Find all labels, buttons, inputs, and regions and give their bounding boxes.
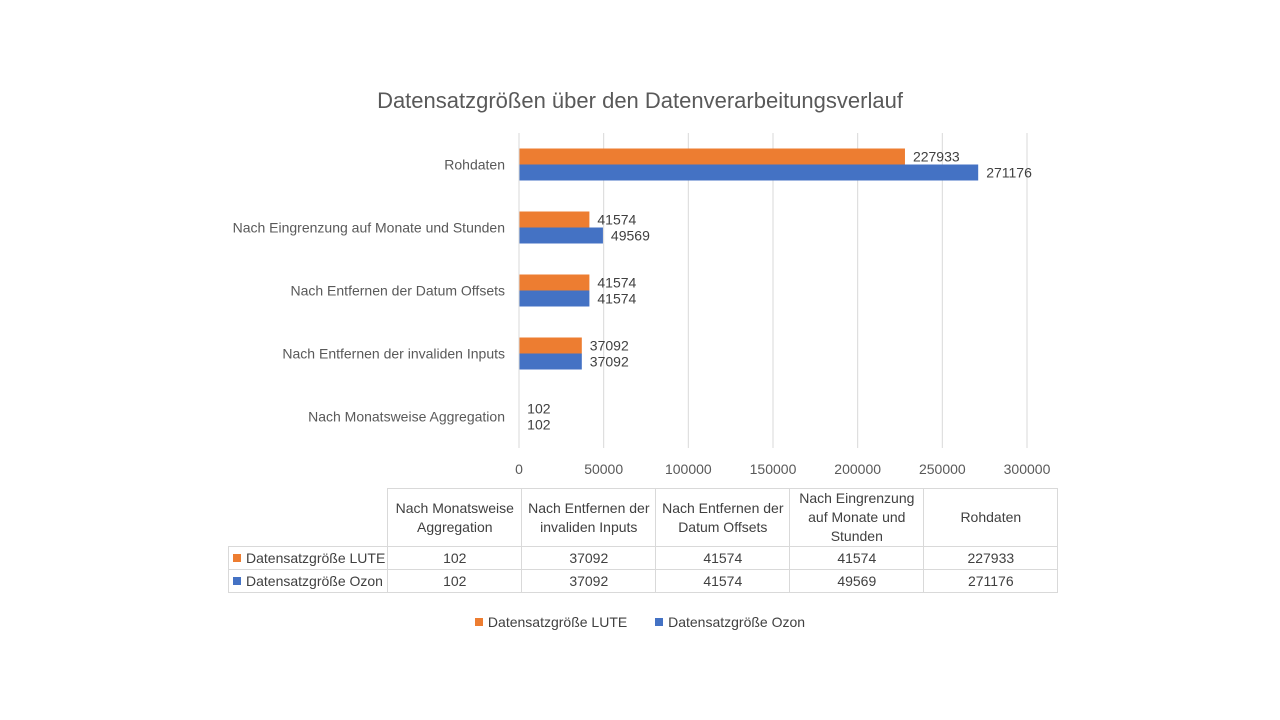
bar-lute xyxy=(519,148,905,165)
category-label: Nach Eingrenzung auf Monate und Stunden xyxy=(233,220,505,236)
category-label: Nach Monatsweise Aggregation xyxy=(308,409,505,425)
data-label: 49569 xyxy=(611,228,650,244)
data-table-header: Nach Monatsweise Aggregation xyxy=(387,488,523,547)
data-table-row-lute: Datensatzgröße LUTE 102 37092 41574 4157… xyxy=(227,546,1059,570)
x-tick-label: 300000 xyxy=(1004,461,1051,477)
data-label: 227933 xyxy=(913,149,960,165)
data-table-cell: 102 xyxy=(387,569,523,593)
x-tick-label: 50000 xyxy=(584,461,623,477)
data-table-row-ozon: Datensatzgröße Ozon 102 37092 41574 4956… xyxy=(227,569,1059,593)
data-label: 41574 xyxy=(597,291,636,307)
data-label: 102 xyxy=(527,417,551,433)
ozon-legend-key-icon xyxy=(233,576,241,585)
data-table-header-row: Nach Monatsweise Aggregation Nach Entfer… xyxy=(228,488,1059,547)
data-table-header: Nach Entfernen der Datum Offsets xyxy=(655,488,791,547)
x-tick-label: 250000 xyxy=(919,461,966,477)
bar-ozon xyxy=(519,290,590,307)
legend-label: Datensatzgröße LUTE xyxy=(487,614,628,630)
data-table-header: Nach Eingrenzung auf Monate und Stunden xyxy=(789,488,925,547)
chart-data-table: Nach Monatsweise Aggregation Nach Entfer… xyxy=(227,488,1059,593)
data-label: 37092 xyxy=(590,354,629,370)
data-table-cell: 41574 xyxy=(655,546,791,570)
data-label: 37092 xyxy=(590,338,629,354)
data-table-cell: 102 xyxy=(387,546,523,570)
data-table-cell: 49569 xyxy=(789,569,925,593)
data-label: 41574 xyxy=(597,275,636,291)
legend-square-icon xyxy=(655,618,664,627)
x-tick-label: 0 xyxy=(515,461,523,477)
data-table-cell: 37092 xyxy=(521,546,657,570)
data-table-row-label: Datensatzgröße Ozon xyxy=(227,569,389,593)
bar-ozon xyxy=(519,227,603,244)
legend-item-lute: Datensatzgröße LUTE xyxy=(474,614,628,630)
x-tick-label: 200000 xyxy=(834,461,881,477)
bar-lute xyxy=(519,211,590,228)
chart-title: Datensatzgrößen über den Datenverarbeitu… xyxy=(377,88,903,113)
data-table-cell: 227933 xyxy=(923,546,1059,570)
data-table-header: Nach Entfernen der invaliden Inputs xyxy=(521,488,657,547)
bar-ozon xyxy=(519,353,582,370)
data-label: 102 xyxy=(527,401,551,417)
lute-legend-key-icon xyxy=(233,553,241,562)
legend-label: Datensatzgröße Ozon xyxy=(668,614,806,630)
category-label: Nach Entfernen der invaliden Inputs xyxy=(282,346,505,362)
legend-square-icon xyxy=(474,618,483,627)
data-table-series-name: Datensatzgröße LUTE xyxy=(246,549,386,566)
data-label: 41574 xyxy=(597,212,636,228)
data-table-cell: 37092 xyxy=(521,569,657,593)
data-table-cell: 271176 xyxy=(923,569,1059,593)
data-table-cell: 41574 xyxy=(789,546,925,570)
x-tick-label: 150000 xyxy=(750,461,797,477)
data-table-header: Rohdaten xyxy=(923,488,1059,547)
data-table-cell: 41574 xyxy=(655,569,791,593)
category-label: Rohdaten xyxy=(444,157,505,173)
bar-lute xyxy=(519,337,582,354)
data-table-corner xyxy=(228,488,389,547)
data-table-row-label: Datensatzgröße LUTE xyxy=(227,546,389,570)
bar-ozon xyxy=(519,164,979,181)
legend-item-ozon: Datensatzgröße Ozon xyxy=(655,614,805,630)
category-label: Nach Entfernen der Datum Offsets xyxy=(290,283,505,299)
chart-legend: Datensatzgröße LUTE Datensatzgröße Ozon xyxy=(0,614,1280,630)
data-table-series-name: Datensatzgröße Ozon xyxy=(246,572,383,589)
x-tick-label: 100000 xyxy=(665,461,712,477)
data-label: 271176 xyxy=(986,165,1032,181)
bar-lute xyxy=(519,274,590,291)
